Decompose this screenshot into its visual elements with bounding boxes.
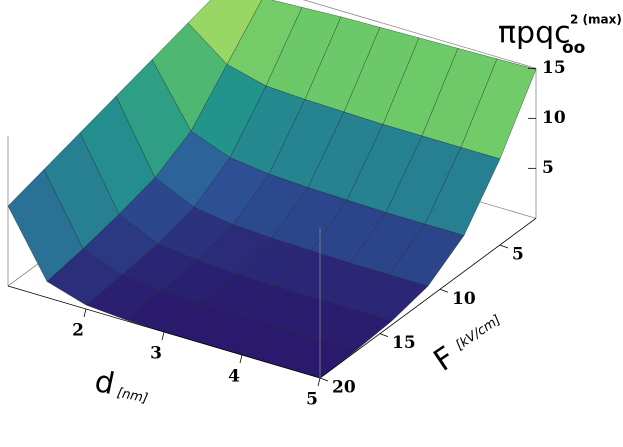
z-label-sup: 2 (max) (570, 13, 622, 27)
y-tick (319, 377, 329, 382)
z-tick-label: 10 (542, 108, 566, 128)
box-edge (302, 0, 537, 69)
x-tick (239, 354, 243, 364)
x-label-sub: [nm] (116, 386, 149, 407)
y-label-sub: [kV/cm] (453, 313, 503, 354)
x-tick (161, 331, 165, 341)
x-tick (317, 377, 321, 387)
y-tick-label: 10 (452, 289, 476, 309)
y-tick-label: 5 (512, 244, 524, 264)
x-label: d (92, 364, 118, 402)
axes: 2 3 4 5 5 10 15 20 5 10 15 (7, 58, 566, 410)
z-tick-label: 5 (542, 158, 554, 178)
x-tick (83, 308, 87, 318)
x-label-group: d [nm] (92, 364, 150, 407)
z-label-sub: oo (562, 38, 585, 58)
y-tick (499, 244, 509, 249)
x-tick-label: 5 (306, 390, 318, 410)
y-label-group: F [kV/cm] (428, 313, 504, 379)
surface (7, 0, 537, 379)
z-label: πpqc (498, 16, 571, 51)
x-tick-label: 3 (150, 344, 162, 364)
y-tick (439, 288, 449, 293)
z-tick-label: 15 (542, 58, 566, 78)
x-tick-label: 4 (228, 367, 240, 387)
x-tick-label: 2 (72, 321, 84, 341)
y-tick-label: 20 (332, 378, 356, 398)
y-tick (379, 333, 389, 338)
y-tick-label: 15 (392, 333, 416, 353)
